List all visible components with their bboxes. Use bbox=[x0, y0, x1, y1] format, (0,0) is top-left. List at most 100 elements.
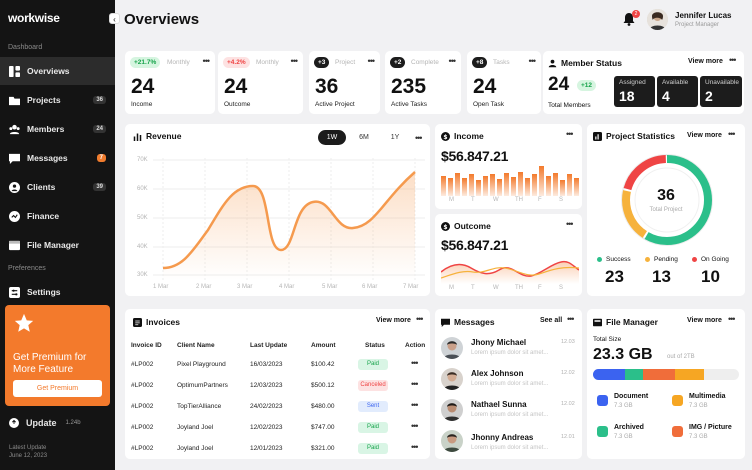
projects-count-badge: 36 bbox=[93, 96, 106, 104]
more-options-icon[interactable]: ••• bbox=[566, 129, 574, 139]
more-options-icon[interactable]: ••• bbox=[729, 55, 737, 65]
sidebar: workwise ‹ Dashboard Overviews Projects … bbox=[0, 0, 120, 470]
update-icon bbox=[9, 418, 19, 428]
more-options-icon[interactable]: ••• bbox=[290, 56, 299, 66]
users-icon bbox=[9, 124, 20, 134]
last-update: 12/03/2023 bbox=[250, 382, 283, 389]
day-label: S bbox=[559, 285, 564, 291]
file-category-multimedia[interactable]: Multimedia 7.3 GB bbox=[672, 393, 726, 409]
member-box-value: 18 bbox=[619, 88, 635, 104]
message-sender: Nathael Sunna bbox=[471, 400, 527, 409]
notifications-button[interactable]: 2 bbox=[623, 10, 640, 31]
more-options-icon[interactable]: ••• bbox=[566, 219, 574, 229]
invoice-id: #LP002 bbox=[131, 361, 154, 368]
sidebar-item-clients[interactable]: Clients 39 bbox=[0, 173, 115, 201]
more-options-icon[interactable]: ••• bbox=[728, 129, 736, 139]
messages-see-all[interactable]: See all bbox=[540, 317, 563, 324]
outcome-card: $ Outcome ••• $56.847.21 M T W TH F S bbox=[435, 214, 582, 296]
stat-card-open-task: +8 Tasks ••• 24 Open Task bbox=[467, 51, 541, 114]
stat-card-income: +21.7% Monthly ••• 24 Income bbox=[125, 51, 215, 114]
file-category-picture[interactable]: IMG / Picture 7.3 GB bbox=[672, 424, 732, 440]
stat-change-pill: +8 bbox=[472, 57, 488, 68]
file-manager-title: File Manager bbox=[593, 317, 658, 327]
message-preview: Lorem ipsum dolor sit amet... bbox=[471, 381, 549, 387]
sidebar-item-label: Finance bbox=[27, 211, 60, 221]
sidebar-item-settings[interactable]: Settings bbox=[0, 278, 115, 306]
row-action-icon[interactable]: ••• bbox=[411, 358, 419, 368]
status-badge: Sent bbox=[358, 401, 388, 412]
message-icon bbox=[9, 153, 20, 164]
file-category-size: 7.3 GB bbox=[689, 403, 708, 409]
section-dashboard: Dashboard bbox=[8, 44, 43, 51]
main-content: Overviews 2 Jennifer Lucas Project Manag… bbox=[115, 0, 752, 470]
more-options-icon[interactable]: ••• bbox=[415, 133, 423, 143]
status-badge: Paid bbox=[358, 443, 388, 454]
more-options-icon[interactable]: ••• bbox=[567, 314, 575, 324]
legend-on-going: On Going bbox=[692, 256, 729, 263]
file-category-document[interactable]: Document 7.3 GB bbox=[597, 393, 648, 409]
member-box-label: Assigned bbox=[619, 79, 646, 86]
file-category-name: Archived bbox=[614, 424, 644, 431]
legend-dot bbox=[645, 257, 650, 262]
card-title: File Manager bbox=[606, 317, 658, 327]
sidebar-item-overviews[interactable]: Overviews bbox=[0, 57, 115, 85]
client-name: Joyland Joel bbox=[177, 424, 214, 431]
project-stats-view-more[interactable]: View more bbox=[687, 132, 722, 139]
tab-1y[interactable]: 1Y bbox=[390, 134, 400, 141]
last-update: 12/01/2023 bbox=[250, 445, 283, 452]
legend-success: Success bbox=[597, 256, 631, 263]
sidebar-item-finance[interactable]: Finance bbox=[0, 202, 115, 230]
file-manager-card: File Manager View more ••• Total Size 23… bbox=[587, 309, 745, 459]
update-row[interactable]: Update 1.24b bbox=[9, 418, 81, 428]
more-options-icon[interactable]: ••• bbox=[367, 56, 376, 66]
tab-6m[interactable]: 6M bbox=[359, 134, 369, 141]
file-category-archived[interactable]: Archived 7.3 GB bbox=[597, 424, 644, 440]
more-options-icon[interactable]: ••• bbox=[528, 56, 537, 66]
member-status-view-more[interactable]: View more bbox=[688, 58, 723, 65]
status-badge: Paid bbox=[358, 359, 388, 370]
more-options-icon[interactable]: ••• bbox=[448, 56, 457, 66]
project-statistics-card: Project Statistics View more ••• 36 Tota… bbox=[587, 124, 745, 296]
column-header: Invoice ID bbox=[131, 342, 162, 349]
sidebar-item-messages[interactable]: Messages 7 bbox=[0, 144, 115, 172]
get-premium-button[interactable]: Get Premium bbox=[13, 380, 102, 397]
messages-count-badge: 7 bbox=[96, 154, 106, 162]
card-title: Project Statistics bbox=[606, 131, 675, 141]
finance-icon bbox=[9, 210, 20, 222]
user-avatar[interactable] bbox=[647, 9, 668, 30]
row-action-icon[interactable]: ••• bbox=[411, 421, 419, 431]
storage-capacity: out of 2TB bbox=[667, 354, 695, 360]
day-label: TH bbox=[515, 197, 523, 203]
member-box-unavailable: Unavailable 2 bbox=[700, 76, 742, 107]
messages-card: Messages See all ••• Jhony Michael Lorem… bbox=[435, 309, 582, 459]
invoices-view-more[interactable]: View more bbox=[376, 317, 411, 324]
invoice-id: #LP002 bbox=[131, 424, 154, 431]
invoices-card: Invoices View more ••• Invoice ID Client… bbox=[125, 309, 430, 459]
file-manager-view-more[interactable]: View more bbox=[687, 317, 722, 324]
file-category-name: Multimedia bbox=[689, 393, 726, 400]
amount: $321.00 bbox=[311, 445, 335, 452]
revenue-line-chart bbox=[153, 158, 425, 280]
file-category-size: 7.3 GB bbox=[689, 434, 708, 440]
avatar bbox=[441, 368, 463, 390]
more-options-icon[interactable]: ••• bbox=[202, 56, 211, 66]
archive-icon bbox=[597, 426, 608, 437]
collapse-sidebar-button[interactable]: ‹ bbox=[109, 13, 120, 24]
y-axis-label: 70K bbox=[137, 157, 148, 163]
more-options-icon[interactable]: ••• bbox=[728, 314, 736, 324]
day-label: S bbox=[559, 197, 564, 203]
row-action-icon[interactable]: ••• bbox=[411, 400, 419, 410]
row-action-icon[interactable]: ••• bbox=[411, 442, 419, 452]
message-time: 12.01 bbox=[561, 434, 575, 440]
sidebar-item-file-manager[interactable]: File Manager bbox=[0, 231, 115, 259]
sidebar-item-members[interactable]: Members 24 bbox=[0, 115, 115, 143]
stat-caption: Outcome bbox=[224, 101, 251, 108]
clients-count-badge: 39 bbox=[93, 183, 106, 191]
more-options-icon[interactable]: ••• bbox=[416, 314, 424, 324]
premium-promo-card: Get Premium for More Feature Get Premium bbox=[5, 305, 110, 406]
sidebar-item-projects[interactable]: Projects 36 bbox=[0, 86, 115, 114]
y-axis-label: 50K bbox=[137, 215, 148, 221]
row-action-icon[interactable]: ••• bbox=[411, 379, 419, 389]
project-statistics-title: Project Statistics bbox=[593, 131, 675, 141]
tab-1w[interactable]: 1W bbox=[318, 130, 346, 145]
